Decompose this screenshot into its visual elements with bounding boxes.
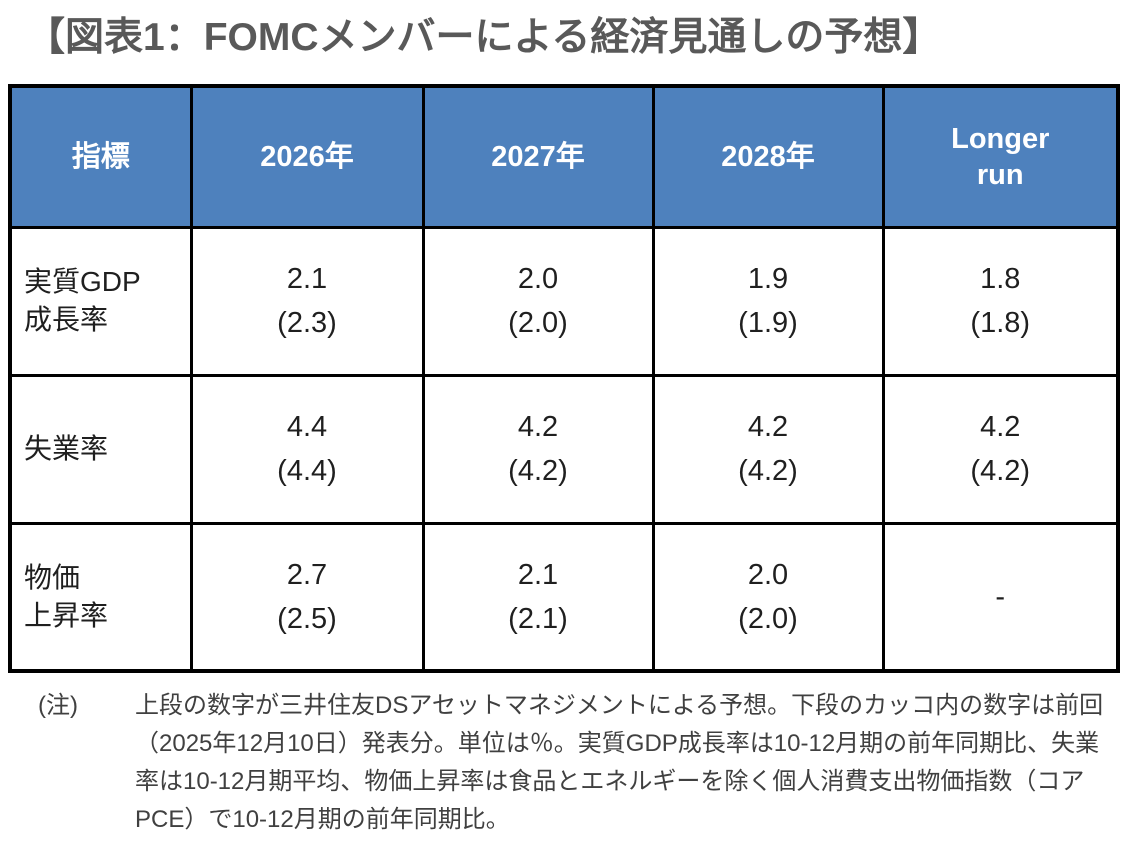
forecast-cell: 1.8 (1.8) — [881, 225, 1120, 377]
footnote: (注) 上段の数字が三井住友DSアセットマネジメントによる予想。下段のカッコ内の… — [38, 687, 1146, 839]
previous-value: (2.5) — [277, 602, 337, 635]
header-cell-indicator: 指標 — [8, 84, 193, 229]
header-cell-2026: 2026年 — [189, 84, 425, 229]
forecast-value: - — [995, 580, 1006, 613]
previous-value: (2.0) — [738, 602, 798, 635]
forecast-cell: 2.1 (2.1) — [421, 521, 655, 673]
header-cell-longer-run: Longer run — [881, 84, 1120, 229]
table-row-inflation: 物価 上昇率 2.7 (2.5) 2.1 (2.1) 2.0 (2.0) - — [8, 521, 1120, 673]
footnote-label: (注) — [38, 692, 78, 719]
header-row: 指標 2026年 2027年 2028年 Longer run — [8, 84, 1120, 229]
forecast-cell: 4.2 (4.2) — [881, 373, 1120, 525]
figure-title: 【図表1：FOMCメンバーによる経済見通しの予想】 — [26, 16, 942, 59]
footnote-text: 上段の数字が三井住友DSアセットマネジメントによる予想。下段のカッコ内の数字は前… — [135, 692, 1104, 833]
row-label-unemployment: 失業率 — [8, 373, 193, 525]
previous-value: (4.2) — [738, 455, 798, 487]
previous-value: (2.3) — [277, 307, 337, 339]
forecast-table: 指標 2026年 2027年 2028年 Longer run 実質GDP 成長… — [8, 84, 1120, 673]
forecast-cell: 2.1 (2.3) — [189, 225, 425, 377]
forecast-cell: 2.7 (2.5) — [189, 521, 425, 673]
forecast-value: 4.2 — [980, 411, 1021, 443]
forecast-cell-dash: - — [881, 521, 1120, 673]
previous-value: (4.2) — [970, 455, 1031, 487]
forecast-value: 2.1 — [286, 263, 328, 295]
previous-value: (1.9) — [738, 307, 798, 339]
forecast-value: 1.8 — [980, 263, 1021, 295]
previous-value: (1.8) — [970, 307, 1031, 339]
forecast-value: 1.9 — [747, 263, 789, 295]
forecast-cell: 4.2 (4.2) — [651, 373, 885, 525]
forecast-value: 2.0 — [747, 558, 789, 591]
row-label-inflation: 物価 上昇率 — [8, 521, 193, 673]
table-row-gdp: 実質GDP 成長率 2.1 (2.3) 2.0 (2.0) 1.9 (1.9) … — [8, 225, 1120, 377]
forecast-cell: 2.0 (2.0) — [421, 225, 655, 377]
forecast-cell: 4.2 (4.2) — [421, 373, 655, 525]
row-label-gdp: 実質GDP 成長率 — [8, 225, 193, 377]
forecast-value: 4.4 — [286, 411, 328, 443]
forecast-value: 4.2 — [747, 411, 789, 443]
previous-value: (4.2) — [508, 455, 568, 487]
forecast-value: 2.0 — [517, 263, 559, 295]
previous-value: (4.4) — [277, 455, 337, 487]
forecast-value: 2.7 — [286, 558, 328, 591]
header-cell-2027: 2027年 — [421, 84, 655, 229]
forecast-cell: 1.9 (1.9) — [651, 225, 885, 377]
table-row-unemployment: 失業率 4.4 (4.4) 4.2 (4.2) 4.2 (4.2) 4.2 (4… — [8, 373, 1120, 525]
forecast-value: 4.2 — [517, 411, 559, 443]
header-cell-2028: 2028年 — [651, 84, 885, 229]
forecast-value: 2.1 — [517, 558, 559, 591]
forecast-cell: 2.0 (2.0) — [651, 521, 885, 673]
previous-value: (2.1) — [508, 602, 568, 635]
previous-value: (2.0) — [508, 307, 568, 339]
forecast-cell: 4.4 (4.4) — [189, 373, 425, 525]
